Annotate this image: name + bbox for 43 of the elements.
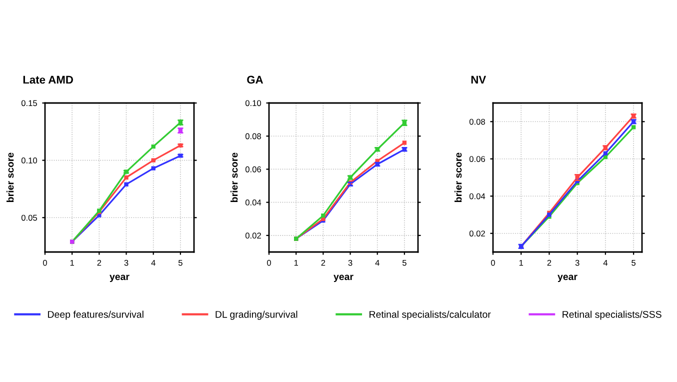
x-tick-label: 5	[632, 260, 636, 266]
x-tick-label: 3	[575, 260, 580, 266]
y-tick-label: 0.04	[245, 200, 262, 206]
y-tick-label: 0.10	[21, 158, 38, 164]
chart-title: NV	[471, 76, 486, 84]
x-tick-label: 0	[267, 260, 271, 266]
x-tick-label: 0	[43, 260, 47, 266]
chart-title: Late AMD	[23, 76, 74, 84]
y-tick-label: 0.04	[469, 193, 486, 200]
legend-label: Deep features/survival	[48, 310, 144, 320]
x-tick-label: 4	[151, 260, 156, 266]
x-tick-label: 1	[70, 260, 74, 266]
y-tick-label: 0.02	[469, 230, 485, 236]
x-tick-label: 3	[124, 260, 128, 266]
y-tick-label: 0.08	[469, 118, 485, 125]
x-tick-label: 5	[402, 260, 406, 266]
x-axis-title: year	[110, 274, 130, 282]
x-axis-title: year	[558, 274, 578, 282]
legend-label: Retinal specialists/calculator	[370, 310, 491, 320]
y-axis-title: brier score	[230, 152, 238, 202]
y-axis-title: brier score	[454, 152, 462, 202]
y-tick-label: 0.08	[245, 133, 261, 140]
y-axis-title: brier score	[6, 152, 14, 202]
y-tick-label: 0.15	[21, 100, 38, 106]
y-tick-label: 0.05	[21, 214, 38, 221]
x-tick-label: 3	[348, 260, 352, 266]
x-tick-label: 1	[294, 260, 298, 266]
x-tick-label: 1	[519, 260, 524, 266]
x-tick-label: 0	[491, 260, 495, 266]
x-axis-title: year	[334, 274, 354, 282]
x-tick-label: 5	[178, 260, 182, 266]
y-tick-label: 0.02	[245, 232, 261, 239]
x-tick-label: 2	[321, 260, 326, 266]
legend-label: Retinal specialists/SSS	[562, 310, 662, 320]
legend-label: DL grading/survival	[216, 310, 298, 320]
x-tick-label: 2	[547, 260, 552, 266]
y-tick-label: 0.10	[245, 100, 262, 106]
y-tick-label: 0.06	[245, 166, 261, 172]
x-tick-label: 2	[97, 260, 102, 266]
x-tick-label: 4	[603, 260, 608, 266]
y-tick-label: 0.06	[469, 156, 485, 162]
chart-title: GA	[247, 76, 264, 84]
x-tick-label: 4	[375, 260, 380, 266]
